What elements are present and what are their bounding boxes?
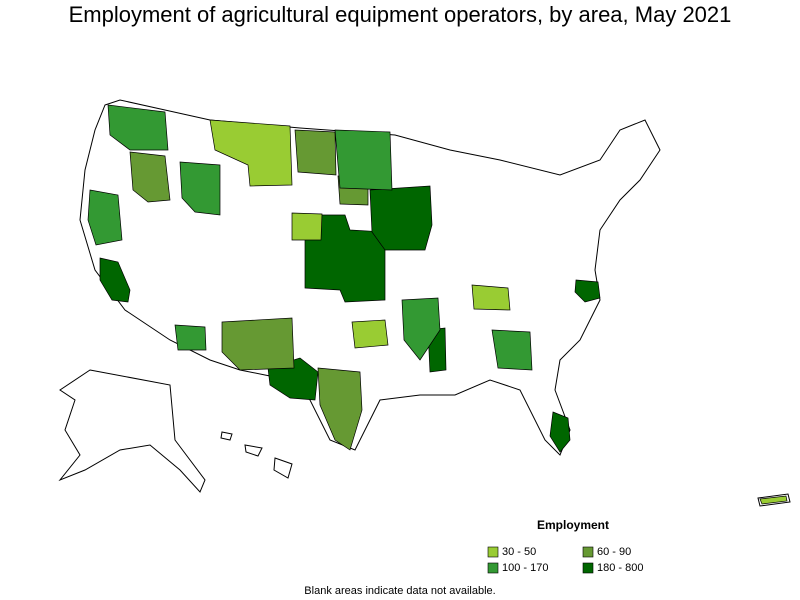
map-region bbox=[369, 185, 433, 251]
map-region bbox=[107, 104, 169, 151]
map-region bbox=[491, 329, 533, 371]
alaska-outline bbox=[58, 369, 206, 493]
map-region bbox=[87, 189, 123, 246]
footnote: Blank areas indicate data not available. bbox=[304, 585, 495, 597]
hawaii-outline bbox=[220, 431, 233, 441]
map-region bbox=[351, 319, 389, 349]
legend-label: 100 - 170 bbox=[502, 562, 548, 574]
map-region bbox=[294, 129, 337, 176]
map-region bbox=[209, 119, 293, 187]
map-region bbox=[401, 297, 441, 361]
map-region bbox=[129, 151, 171, 203]
legend-swatch bbox=[487, 562, 499, 574]
hawaii-outline bbox=[273, 457, 293, 479]
map-region bbox=[221, 317, 295, 371]
map-region bbox=[99, 257, 131, 303]
map-region bbox=[317, 367, 363, 451]
legend-title: Employment bbox=[537, 518, 609, 532]
map-region bbox=[759, 495, 788, 505]
map-region bbox=[291, 212, 323, 241]
legend-label: 180 - 800 bbox=[597, 562, 643, 574]
hawaii-outline bbox=[244, 444, 263, 457]
legend-swatch bbox=[487, 546, 499, 558]
map-region bbox=[471, 284, 511, 311]
map-region bbox=[174, 324, 207, 351]
legend-swatch bbox=[582, 562, 594, 574]
map-region bbox=[304, 214, 386, 303]
legend-label: 60 - 90 bbox=[597, 546, 631, 558]
map-region bbox=[334, 129, 393, 191]
legend-swatch bbox=[582, 546, 594, 558]
map-region bbox=[179, 161, 221, 216]
map-region bbox=[574, 279, 601, 303]
legend-label: 30 - 50 bbox=[502, 546, 536, 558]
map bbox=[58, 99, 791, 507]
legend: Employment 30 - 50 60 - 90 100 - 170 180… bbox=[487, 518, 643, 574]
map-region bbox=[549, 411, 571, 453]
map-title: Employment of agricultural equipment ope… bbox=[69, 2, 732, 27]
